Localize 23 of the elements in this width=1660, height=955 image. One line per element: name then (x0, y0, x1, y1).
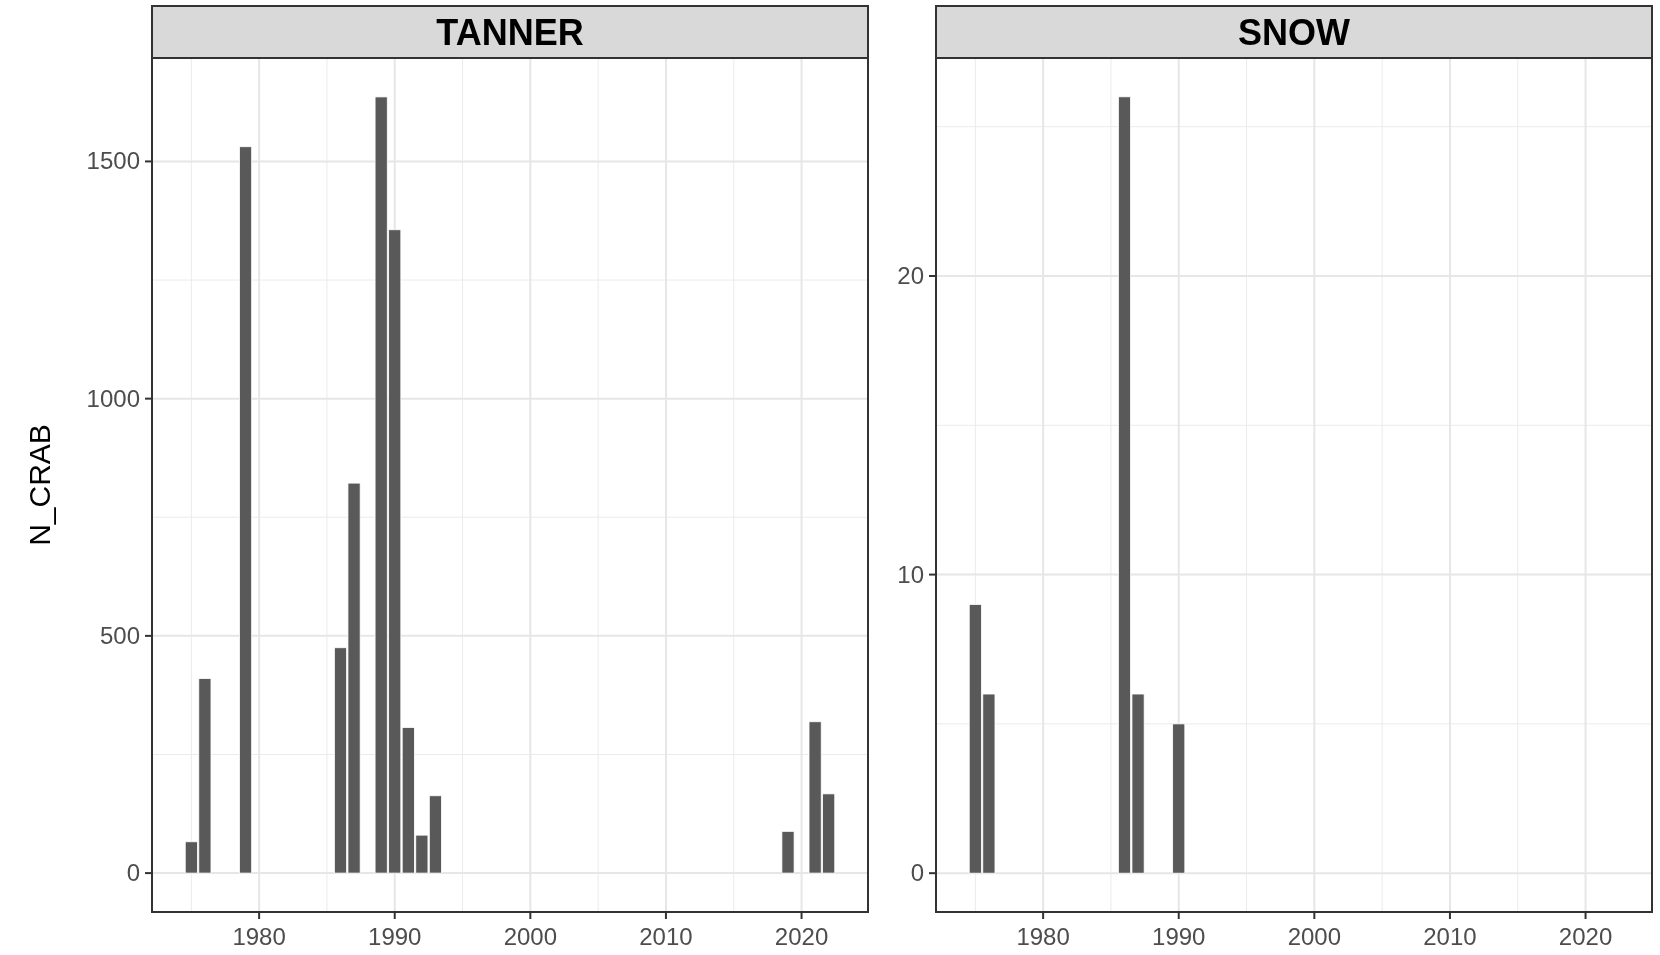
bar (1172, 723, 1186, 874)
x-tick-label: 2010 (639, 923, 693, 950)
y-tick-label: 500 (99, 621, 140, 649)
y-tick-label: 20 (897, 261, 924, 289)
y-tick-label: 0 (910, 859, 924, 887)
x-tick-label: 2010 (1423, 923, 1477, 950)
x-tick-label: 1990 (368, 923, 422, 950)
chart-title: TANNER (436, 12, 584, 53)
y-tick-label: 10 (897, 560, 924, 588)
chart-title: SNOW (1238, 12, 1351, 53)
x-tick-label: 1990 (1152, 923, 1206, 950)
x-tick-label: 2000 (1287, 923, 1342, 950)
bar (781, 830, 795, 874)
x-tick-label: 2020 (1558, 923, 1613, 950)
y-tick-label: 0 (126, 859, 140, 887)
y-tick-label: 1000 (86, 384, 140, 412)
x-tick-label: 1980 (232, 923, 286, 950)
x-tick-label: 1980 (1016, 923, 1070, 950)
x-tick-label: 2000 (503, 923, 558, 950)
y-axis-title: N_CRAB (23, 424, 56, 546)
x-tick-label: 2020 (774, 923, 829, 950)
bar (239, 146, 253, 874)
y-tick-label: 1500 (86, 147, 140, 175)
